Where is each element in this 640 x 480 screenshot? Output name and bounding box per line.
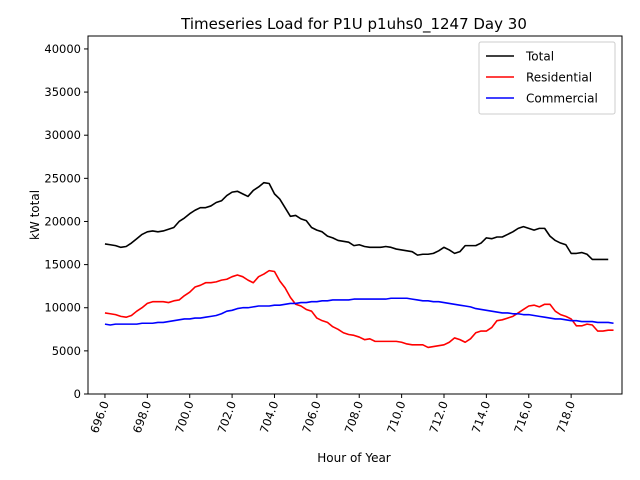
y-tick-label: 0 [74, 387, 81, 401]
y-axis-label: kW total [28, 190, 42, 240]
chart-title: Timeseries Load for P1U p1uhs0_1247 Day … [180, 15, 527, 34]
commercial-series-line [104, 297, 614, 326]
commercial-legend-label: Commercial [526, 92, 598, 106]
y-tick-label: 30000 [44, 128, 81, 142]
y-tick-label: 20000 [44, 214, 81, 228]
x-axis-label: Hour of Year [317, 451, 391, 465]
series-layer [104, 181, 614, 349]
y-tick-label: 40000 [44, 42, 81, 56]
legend: Total Residential Commercial [478, 41, 616, 115]
legend-box [478, 41, 616, 115]
y-tick-label: 5000 [52, 344, 81, 358]
residential-legend-label: Residential [526, 71, 592, 85]
y-tick-label: 35000 [44, 85, 81, 99]
total-legend-label: Total [525, 50, 554, 64]
residential-series-line [104, 269, 614, 349]
y-tick-label: 15000 [44, 258, 81, 272]
plot-frame [87, 35, 623, 395]
total-series-line [104, 181, 609, 261]
legend-entries: Total Residential Commercial [486, 50, 598, 106]
y-axis: 0 5000 10000 15000 20000 25000 30000 35000 40000 [44, 42, 88, 401]
y-tick-label: 10000 [44, 301, 81, 315]
y-tick-label: 25000 [44, 171, 81, 185]
